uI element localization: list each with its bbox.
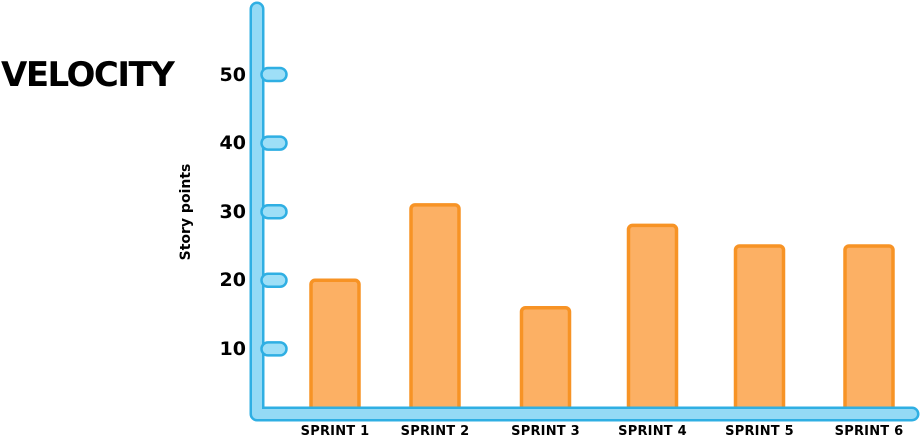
y-tick-label: 50 xyxy=(219,63,246,86)
y-tick-label: 30 xyxy=(219,200,246,223)
y-tick-label: 40 xyxy=(219,132,246,155)
bar-sprint-5 xyxy=(733,244,786,421)
bar-sprint-6 xyxy=(843,244,895,421)
chart-title: VELOCITY xyxy=(1,55,175,95)
x-category-label: SPRINT 2 xyxy=(400,424,470,439)
x-category-label: SPRINT 1 xyxy=(300,424,370,439)
y-tick-mark xyxy=(260,272,288,289)
axis-line xyxy=(252,4,917,419)
y-tick-mark xyxy=(260,135,288,151)
x-category-label: SPRINT 3 xyxy=(511,424,580,439)
x-category-label: SPRINT 6 xyxy=(834,424,904,439)
bar-sprint-4 xyxy=(626,223,679,421)
bar-sprint-1 xyxy=(309,278,361,421)
y-tick-mark xyxy=(260,66,288,83)
y-tick-label: 20 xyxy=(219,269,246,292)
y-tick-mark xyxy=(260,341,288,357)
x-category-label: SPRINT 4 xyxy=(618,424,687,439)
bar-sprint-3 xyxy=(519,305,572,421)
y-tick-label: 10 xyxy=(219,337,246,360)
y-tick-mark xyxy=(260,203,288,220)
x-category-label: SPRINT 5 xyxy=(725,424,794,439)
bar-sprint-2 xyxy=(409,203,461,421)
